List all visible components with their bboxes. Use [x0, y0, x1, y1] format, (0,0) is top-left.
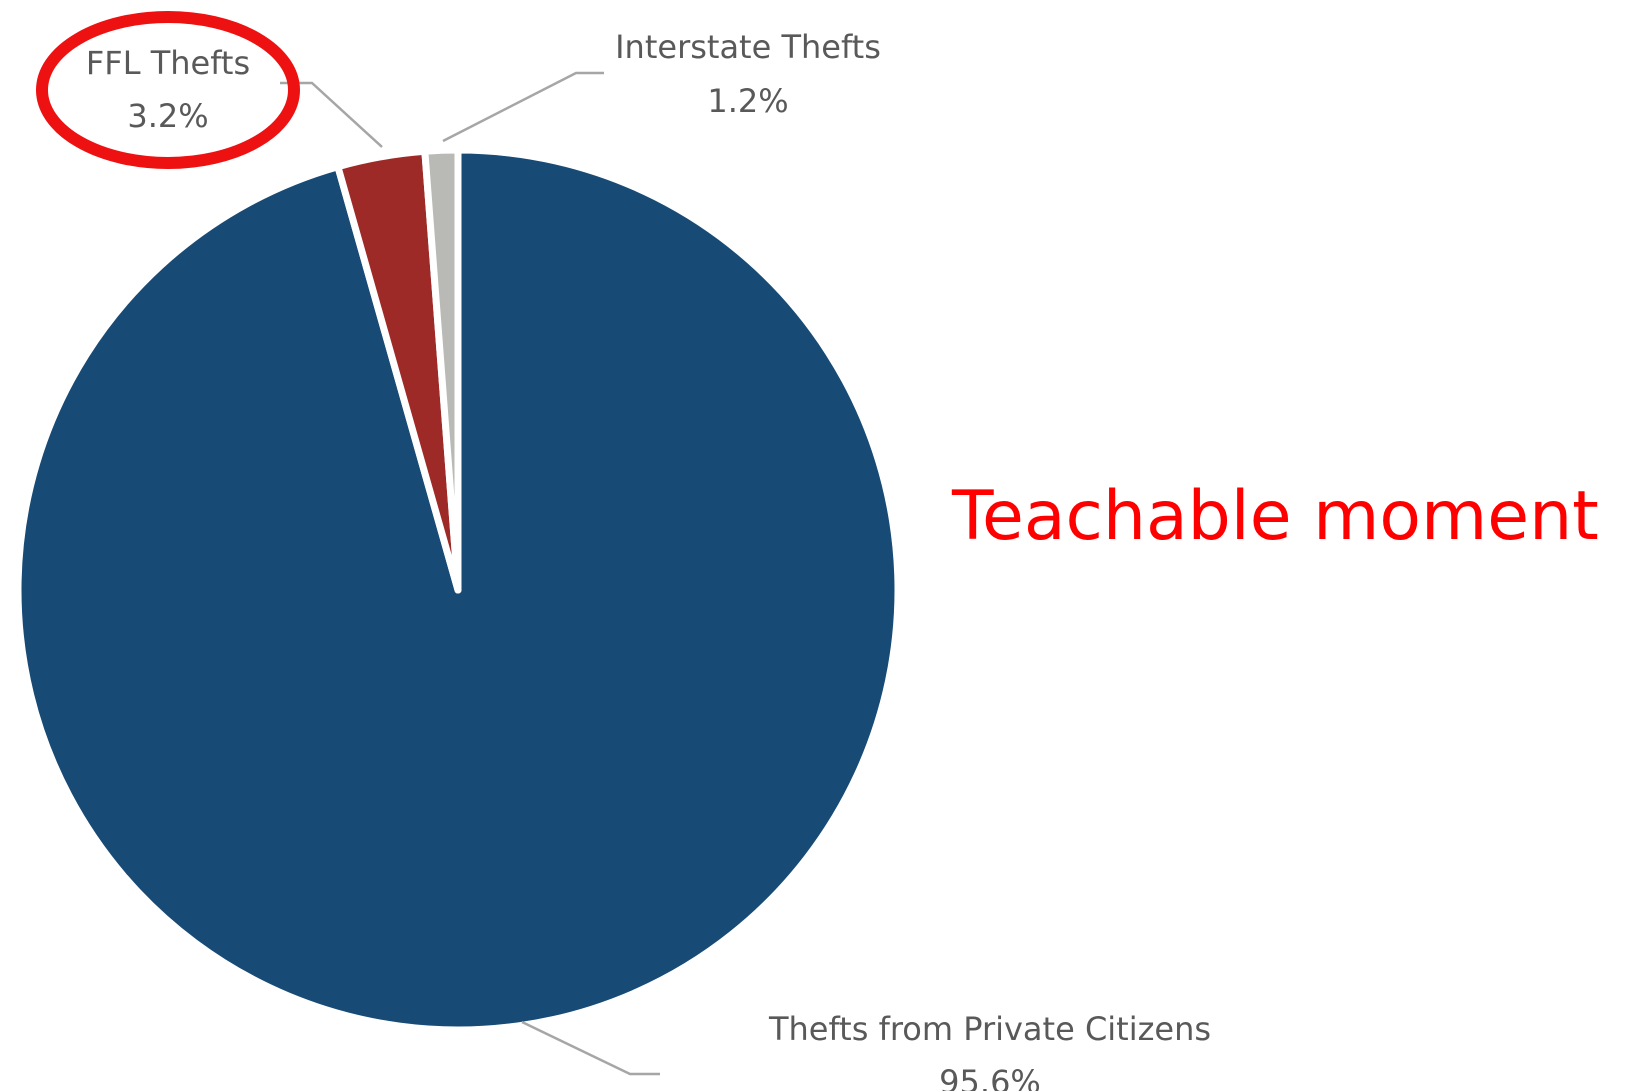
slice-value-interstate-thefts: 1.2% — [707, 82, 788, 120]
leader-line-interstate-thefts — [442, 71, 604, 143]
pie-slice-interstate-thefts — [421, 146, 462, 594]
slice-value-ffl-thefts: 3.2% — [127, 97, 208, 135]
slice-label-interstate-thefts: Interstate Thefts — [615, 28, 881, 66]
leader-line-private-citizens — [521, 1020, 660, 1076]
pie-slices — [14, 146, 902, 1034]
teachable-moment-annotation: Teachable moment — [952, 477, 1599, 556]
slice-label-private-citizens: Thefts from Private Citizens — [768, 1010, 1211, 1048]
slice-label-ffl-thefts: FFL Thefts — [86, 44, 250, 82]
highlight-ellipse — [36, 11, 300, 169]
slice-value-private-citizens: 95.6% — [939, 1063, 1041, 1091]
